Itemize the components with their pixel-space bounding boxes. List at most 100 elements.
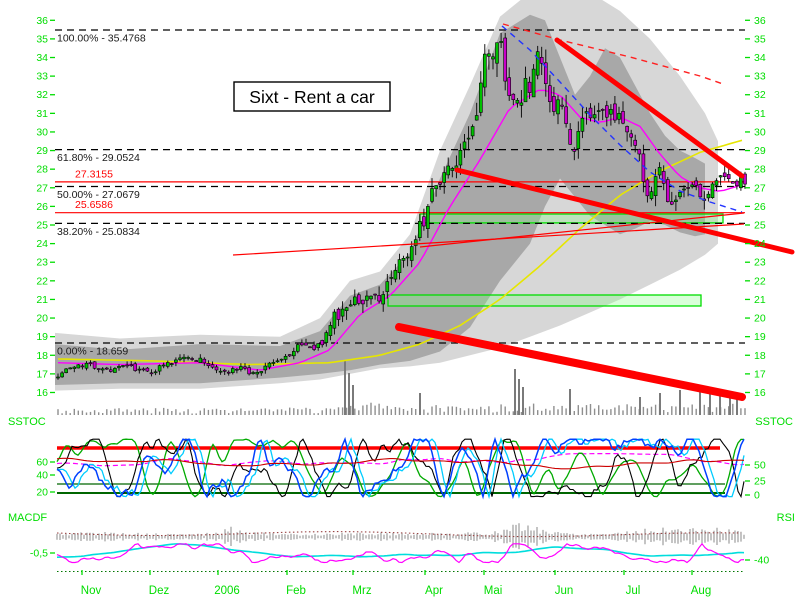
price-axis-label-right: 32	[754, 89, 766, 101]
price-axis-label-left: 16	[36, 387, 48, 399]
price-axis-label-right: 27	[754, 182, 766, 194]
thin-red-trendline-2	[419, 212, 745, 248]
sstoc-axis-label-right: 50	[754, 460, 766, 472]
rsi-axis-label-right: -40	[754, 555, 769, 567]
price-axis-label-right: 25	[754, 220, 766, 232]
price-axis-label-left: 35	[36, 33, 48, 45]
sstoc-cyan-line	[57, 437, 745, 500]
price-axis-label-right: 31	[754, 108, 766, 120]
price-axis-label-left: 21	[36, 294, 48, 306]
price-axis-label-right: 35	[754, 33, 766, 45]
month-label: Dez	[149, 585, 170, 597]
price-axis-label-right: 18	[754, 350, 766, 362]
title-box: Sixt - Rent a car	[233, 81, 391, 112]
sstoc-axis-label-right: 0	[754, 490, 760, 502]
price-axis-label-left: 30	[36, 126, 48, 138]
thick-red-trendline-3	[395, 323, 746, 401]
sstoc-green-line	[56, 438, 744, 498]
price-axis-label-left: 22	[36, 275, 48, 287]
month-label: 2006	[214, 585, 240, 597]
price-axis-label-left: 23	[36, 257, 48, 269]
price-axis-label-left: 33	[36, 71, 48, 83]
price-axis-label-left: 29	[36, 145, 48, 157]
ma-slow	[57, 139, 743, 366]
sstoc-magenta-line	[56, 452, 745, 467]
rsi-label-right: RSI	[777, 512, 795, 524]
month-label: Feb	[286, 585, 306, 597]
month-label: Apr	[425, 585, 443, 597]
price-axis-label-right: 23	[754, 257, 766, 269]
month-label: Jun	[555, 585, 574, 597]
price-axis-label-right: 21	[754, 294, 766, 306]
price-axis-label-left: 26	[36, 201, 48, 213]
fibonacci-label: 38.20% - 25.0834	[57, 226, 140, 238]
price-axes: 16 16 17 17 18 18 19 19 20 20 21 21 22 22 23 23 24 24 25 25…	[36, 15, 766, 399]
price-axis-label-right: 28	[754, 164, 766, 176]
price-axis-label-left: 19	[36, 331, 48, 343]
support-zone-2	[387, 294, 702, 307]
dashed-red-trendline	[502, 23, 724, 85]
price-axis-label-right: 29	[754, 145, 766, 157]
trendline-annotations	[232, 23, 795, 401]
price-axis-label-left: 24	[36, 238, 48, 250]
price-axis-label-right: 16	[754, 387, 766, 399]
price-axis-label-right: 20	[754, 313, 766, 325]
title-box-frame	[233, 81, 391, 112]
thick-red-trendline-1	[554, 37, 745, 179]
price-axis-label-left: 32	[36, 89, 48, 101]
month-label: Nov	[81, 585, 102, 597]
volume-bars	[57, 360, 746, 415]
sstoc-black-line	[56, 438, 745, 499]
fibonacci-label: 50.00% - 27.0679	[57, 189, 140, 201]
bollinger-bands	[55, 0, 718, 391]
price-axis-label-left: 28	[36, 164, 48, 176]
price-axis-label-left: 31	[36, 108, 48, 120]
sstoc-label-left: SSTOC	[8, 416, 46, 428]
price-axis-label-left: 36	[36, 15, 48, 27]
sstoc-axis-label-right: 25	[754, 476, 766, 488]
alert-level-label: 27.3155	[75, 168, 113, 180]
dashed-blue-trendline	[501, 25, 743, 213]
alert-level-label: 25.6586	[75, 199, 113, 211]
sstoc-blue-line	[56, 436, 745, 500]
macd-signal-line	[56, 543, 745, 558]
price-axis-label-right: 24	[754, 238, 766, 250]
price-axis-label-right: 30	[754, 126, 766, 138]
sstoc-label-right: SSTOC	[755, 416, 793, 428]
price-axis-label-left: 20	[36, 313, 48, 325]
candlestick-series	[56, 32, 747, 380]
thick-red-trendline-2	[454, 167, 795, 255]
fibonacci-label: 0.00% - 18.659	[57, 346, 128, 358]
month-label: Aug	[691, 585, 711, 597]
price-axis-label-right: 17	[754, 368, 766, 380]
price-axis-label-right: 19	[754, 331, 766, 343]
month-label: Mrz	[352, 585, 371, 597]
macd-axis-label-left: -0,5	[30, 548, 48, 560]
sstoc-axis-label-left: 20	[36, 487, 48, 499]
chart-title: Sixt - Rent a car	[249, 87, 375, 107]
month-label: Mai	[484, 585, 503, 597]
fibonacci-levels: 100.00% - 35.4768 61.80% - 29.0524 50.00% …	[55, 29, 745, 358]
price-axis-label-left: 17	[36, 368, 48, 380]
price-axis-label-left: 25	[36, 220, 48, 232]
price-axis-label-left: 18	[36, 350, 48, 362]
fibonacci-label: 100.00% - 35.4768	[57, 33, 146, 45]
price-axis-label-left: 27	[36, 182, 48, 194]
sstoc-red-line	[56, 457, 745, 470]
month-label: Jul	[626, 585, 641, 597]
price-axis-label-right: 33	[754, 71, 766, 83]
price-axis-label-right: 36	[754, 15, 766, 27]
fibonacci-label: 61.80% - 29.0524	[57, 152, 140, 164]
time-axis: Nov Dez 2006 Feb Mrz Apr Mai Jun Jul Aug	[81, 570, 711, 597]
sstoc-axis-label-left: 60	[36, 457, 48, 469]
price-axis-label-right: 22	[754, 275, 766, 287]
price-axis-label-right: 34	[754, 52, 766, 64]
band-inner	[55, 14, 705, 385]
macd-rsi-panel: MACDF RSI -0,5 -40	[8, 512, 795, 573]
price-axis-label-left: 34	[36, 52, 48, 64]
price-axis-label-right: 26	[754, 201, 766, 213]
sstoc-axis-label-left: 40	[36, 470, 48, 482]
